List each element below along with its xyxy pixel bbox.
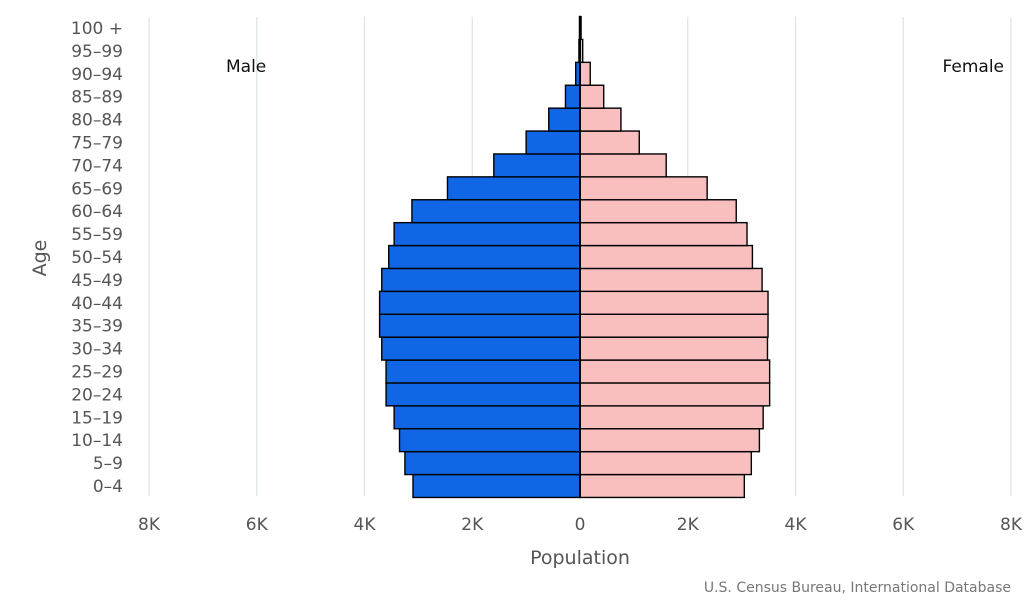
source-credit: U.S. Census Bureau, International Databa… [704,580,1011,596]
x-tick-label: 2K [461,515,484,535]
y-tick-label: 85–89 [71,88,123,108]
y-tick-label: 70–74 [71,156,123,176]
female-bar-5-9[interactable] [579,450,753,476]
y-tick-label: 5–9 [93,454,123,474]
y-axis-title: Age [29,240,51,277]
female-bar-25-29[interactable] [579,359,771,384]
male-bar-15-19[interactable] [393,405,581,430]
x-tick-label: 8K [138,515,161,535]
y-tick-label: 10–14 [71,431,123,451]
x-tick-label: 4K [785,515,808,535]
x-tick-label: 8K [1000,515,1023,535]
x-tick-label: 4K [354,515,377,535]
male-bar-40-44[interactable] [378,290,581,315]
male-bar-70-74[interactable] [493,153,581,178]
female-bar-85-89[interactable] [579,84,605,109]
female-bar-30-34[interactable] [579,336,769,361]
y-tick-label: 35–39 [71,317,123,337]
male-bar-20-24[interactable] [385,382,581,407]
female-bar-35-39[interactable] [579,313,769,338]
male-bar-30-34[interactable] [381,336,581,361]
y-tick-label: 65–69 [71,179,123,199]
y-tick-label: 60–64 [71,202,123,222]
y-tick-label: 95–99 [71,42,123,62]
male-bar-45-49[interactable] [381,267,581,293]
y-tick-label: 80–84 [71,111,123,131]
x-tick-label: 2K [677,515,700,535]
male-bar-35-39[interactable] [378,313,581,338]
female-bar-0-4[interactable] [579,473,746,499]
female-bar-15-19[interactable] [579,405,764,430]
y-tick-label: 15–19 [71,408,123,428]
female-bar-60-64[interactable] [579,199,737,224]
female-bar-65-69[interactable] [579,176,708,201]
x-tick-label: 6K [892,515,915,535]
female-bar-45-49[interactable] [579,267,763,293]
y-tick-label: 100 + [71,19,123,39]
female-bar-55-59[interactable] [579,221,748,247]
female-bar-80-84[interactable] [579,107,622,132]
y-tick-label: 75–79 [71,134,123,154]
female-bar-50-54[interactable] [579,244,754,270]
male-bar-75-79[interactable] [525,130,581,155]
y-tick-label: 40–44 [71,294,123,314]
male-bar-55-59[interactable] [393,221,581,247]
male-bar-25-29[interactable] [385,359,581,384]
female-bar-90-94[interactable] [579,61,591,86]
y-tick-label: 30–34 [71,340,123,360]
female-bar-10-14[interactable] [579,428,761,453]
male-side-label: Male [226,57,266,77]
y-tick-label: 25–29 [71,363,123,383]
y-tick-label: 0–4 [93,477,123,497]
male-bar-50-54[interactable] [388,244,581,270]
x-axis-title: Population [530,547,630,569]
male-bar-85-89[interactable] [564,84,581,109]
female-bar-40-44[interactable] [579,290,769,315]
y-tick-label: 55–59 [71,225,123,245]
y-tick-label: 45–49 [71,271,123,291]
x-tick-label: 0 [575,515,586,535]
x-tick-labels: 8K 6K 4K 2K 0 2K 4K 6K 8K [138,515,1023,535]
male-bar-60-64[interactable] [411,199,581,224]
male-bar-5-9[interactable] [404,450,581,476]
male-bar-80-84[interactable] [548,107,581,132]
male-bar-0-4[interactable] [412,473,581,499]
y-tick-label: 20–24 [71,385,123,405]
y-tick-label: 90–94 [71,65,123,85]
x-tick-label: 6K [246,515,269,535]
female-bar-75-79[interactable] [579,130,640,155]
female-bar-70-74[interactable] [579,153,667,178]
male-bar-10-14[interactable] [398,428,581,453]
female-side-label: Female [943,57,1004,77]
bars [378,15,771,499]
male-bar-65-69[interactable] [446,176,581,201]
y-tick-label: 50–54 [71,248,123,268]
female-bar-20-24[interactable] [579,382,771,407]
